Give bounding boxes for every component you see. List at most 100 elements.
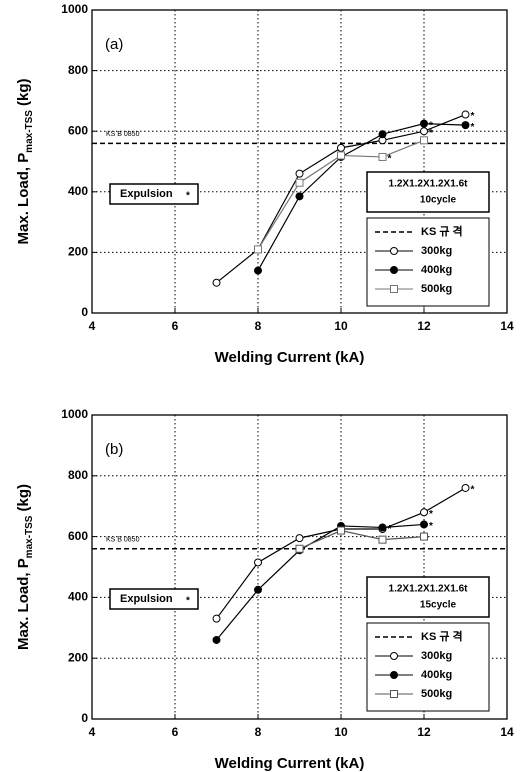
y-tick-label: 0 [81, 305, 88, 319]
y-axis-label-unit: (kg) [15, 484, 32, 512]
x-tick-label: 8 [255, 725, 262, 739]
y-tick-label: 200 [68, 245, 88, 259]
y-axis-label-unit: (kg) [15, 79, 32, 107]
x-tick-label: 10 [334, 319, 348, 333]
x-tick-label: 14 [500, 725, 514, 739]
marker [461, 483, 470, 492]
plot-frame [91, 414, 508, 720]
y-tick-label: 400 [68, 184, 88, 198]
y-tick-label: 1000 [61, 407, 88, 421]
marker [254, 266, 262, 275]
x-tick-label: 14 [500, 319, 514, 333]
x-tick-label: 6 [172, 725, 179, 739]
legend-marker [390, 285, 398, 293]
reference-label: KS B 0850 [106, 131, 140, 138]
expulsion-mark: * [429, 509, 433, 520]
spec-box [366, 171, 490, 213]
y-tick-label: 800 [68, 468, 88, 482]
y-axis-label-sub: max-TSS [24, 110, 35, 153]
marker [378, 523, 387, 532]
legend-marker [390, 652, 398, 660]
x-tick-label: 12 [417, 319, 431, 333]
y-axis-label: Max. Load, Pmax-TSS (kg) [15, 484, 35, 650]
legend-marker [390, 690, 398, 698]
panel-label: (b) [105, 441, 123, 458]
marker [337, 151, 345, 160]
legend-marker [390, 671, 398, 679]
y-tick-label: 200 [68, 650, 88, 664]
spec-box [366, 576, 490, 618]
marker [295, 178, 304, 187]
expulsion-box [109, 183, 199, 205]
expulsion-mark: * [388, 524, 392, 535]
x-tick-label: 6 [172, 319, 179, 333]
spec-line: 15cycle [420, 600, 457, 611]
expulsion-mark: * [471, 122, 475, 133]
marker [337, 526, 345, 535]
plot-frame [91, 9, 508, 314]
spec-line: 10cycle [420, 195, 457, 206]
marker [420, 136, 428, 145]
y-axis-label-main: Max. Load, P [15, 153, 32, 245]
marker [212, 278, 221, 287]
reference-label: KS B 0850 [106, 537, 140, 544]
y-tick-label: 1000 [61, 2, 88, 16]
marker [254, 585, 262, 594]
expulsion-mark: * [471, 485, 475, 496]
spec-line: 1.2X1.2X1.2X1.6t [389, 584, 469, 595]
x-tick-label: 12 [417, 725, 431, 739]
y-axis-label-main: Max. Load, P [15, 558, 32, 650]
x-tick-label: 10 [334, 725, 348, 739]
expulsion-label: Expulsion [120, 593, 173, 605]
y-tick-label: 0 [81, 711, 88, 725]
panel-label: (a) [105, 36, 123, 53]
marker [378, 152, 387, 161]
marker [420, 508, 428, 517]
y-tick-label: 600 [68, 529, 88, 543]
marker [420, 127, 428, 136]
legend-label: KS 규 격 [421, 224, 463, 238]
legend-label: KS 규 격 [421, 629, 463, 643]
spec-line: 1.2X1.2X1.2X1.6t [389, 179, 469, 190]
x-tick-label: 4 [89, 725, 96, 739]
legend-marker [390, 247, 398, 255]
x-axis-label: Welding Current (kA) [215, 349, 365, 366]
x-tick-label: 8 [255, 319, 262, 333]
legend-marker [390, 266, 398, 274]
marker [461, 110, 470, 119]
expulsion-symbol: * [186, 191, 190, 202]
legend-label: 400kg [421, 264, 452, 276]
marker [254, 245, 262, 254]
marker [295, 192, 304, 201]
expulsion-mark: * [388, 154, 392, 165]
marker [295, 544, 304, 553]
marker [212, 614, 221, 623]
expulsion-mark: * [429, 521, 433, 532]
marker [461, 121, 470, 130]
expulsion-box [109, 588, 199, 610]
marker [337, 143, 345, 152]
legend-label: 300kg [421, 245, 452, 257]
marker [254, 558, 262, 567]
marker [420, 119, 428, 128]
marker [420, 532, 428, 541]
marker [378, 535, 387, 544]
marker [420, 520, 428, 529]
marker [212, 635, 221, 644]
y-axis-label-sub: max-TSS [24, 515, 35, 558]
x-axis-label: Welding Current (kA) [215, 755, 365, 772]
series-line [257, 123, 466, 271]
y-tick-label: 800 [68, 63, 88, 77]
legend-label: 300kg [421, 650, 452, 662]
series-line [299, 529, 425, 550]
expulsion-mark: * [429, 120, 433, 131]
expulsion-symbol: * [186, 596, 190, 607]
series-line [216, 523, 425, 641]
y-tick-label: 400 [68, 590, 88, 604]
expulsion-label: Expulsion [120, 188, 173, 200]
y-axis-label: Max. Load, Pmax-TSS (kg) [15, 79, 35, 245]
legend-label: 500kg [421, 688, 452, 700]
expulsion-mark: * [429, 128, 433, 139]
legend-label: 400kg [421, 669, 452, 681]
